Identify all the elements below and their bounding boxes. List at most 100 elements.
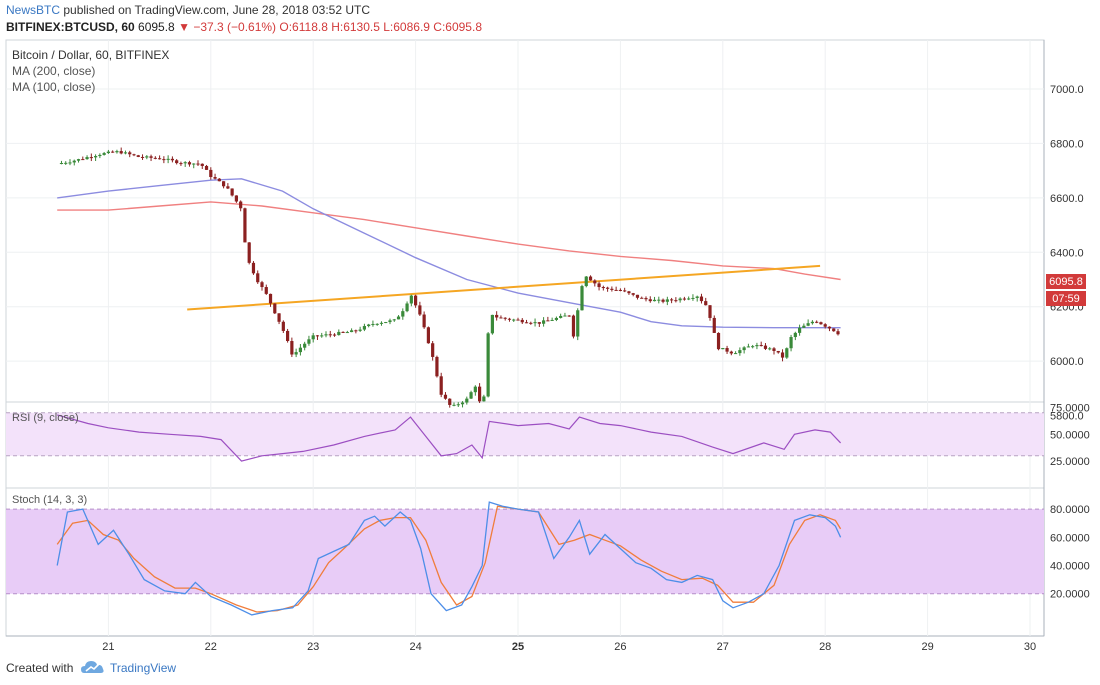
candle-body bbox=[162, 159, 166, 161]
price-pane[interactable] bbox=[5, 39, 1045, 403]
candle-body bbox=[559, 315, 563, 318]
candle-body bbox=[631, 293, 635, 295]
candle-body bbox=[465, 398, 469, 403]
candle-body bbox=[473, 386, 477, 393]
candle-body bbox=[507, 318, 512, 320]
symbol-label: BITFINEX:BTCUSD, 60 bbox=[6, 20, 135, 34]
candle-body bbox=[354, 330, 358, 332]
x-tick-label: 28 bbox=[819, 641, 831, 652]
candle-body bbox=[721, 348, 725, 350]
candle-body bbox=[665, 299, 669, 302]
candle-body bbox=[345, 332, 349, 334]
stoch-tick-label: 80.0000 bbox=[1050, 504, 1090, 516]
candle-body bbox=[132, 154, 136, 156]
candle-body bbox=[776, 350, 780, 353]
candle-body bbox=[273, 303, 277, 314]
stoch-band bbox=[6, 508, 1044, 595]
rsi-band-fill bbox=[6, 412, 1044, 456]
y-tick-label: 5800.0 bbox=[1050, 411, 1084, 423]
candle-body bbox=[832, 328, 836, 332]
candle-body bbox=[601, 287, 605, 289]
y-tick-label: 6000.0 bbox=[1050, 356, 1084, 368]
candle-body bbox=[204, 165, 209, 170]
candle-body bbox=[72, 160, 76, 163]
trendline bbox=[187, 264, 821, 311]
chart-area[interactable]: 7000.06800.06600.06400.06200.06000.05800… bbox=[0, 38, 1100, 652]
candle-body bbox=[298, 347, 302, 353]
candle-body bbox=[81, 159, 85, 161]
candle-body bbox=[542, 320, 546, 324]
candle-body bbox=[371, 323, 375, 325]
candle-body bbox=[294, 352, 298, 355]
last-price-tag bbox=[1046, 274, 1086, 289]
candle-body bbox=[422, 314, 426, 328]
candle-body bbox=[674, 300, 678, 302]
candle-body bbox=[367, 324, 371, 327]
candle-body bbox=[183, 162, 187, 164]
candle-body bbox=[418, 305, 422, 315]
candle-body bbox=[196, 163, 200, 165]
candle-body bbox=[388, 320, 392, 323]
last-price: 6095.8 bbox=[138, 20, 175, 34]
legend-ma100: MA (100, close) bbox=[12, 80, 95, 94]
candle-body bbox=[396, 316, 401, 320]
candle-body bbox=[563, 315, 567, 317]
x-axis-ticks: 21 22 23 24 25 26 27 28 29 30 bbox=[102, 641, 1036, 652]
candle-body bbox=[59, 163, 64, 165]
candle-body bbox=[260, 282, 264, 288]
candle-body bbox=[281, 321, 285, 331]
candle-body bbox=[469, 392, 473, 399]
candle-body bbox=[610, 288, 614, 290]
stoch-k-line bbox=[56, 501, 842, 616]
candle-body bbox=[751, 346, 755, 348]
tradingview-cloud-icon[interactable] bbox=[80, 658, 106, 678]
x-tick-label: 23 bbox=[307, 641, 319, 652]
candle-body bbox=[264, 287, 268, 294]
candle-body bbox=[384, 322, 388, 324]
candle-body bbox=[618, 289, 622, 291]
tradingview-link[interactable]: TradingView bbox=[110, 661, 177, 675]
publisher-name[interactable]: NewsBTC bbox=[6, 3, 61, 17]
candle-body bbox=[200, 163, 204, 166]
candle-body bbox=[763, 345, 768, 349]
candle-body bbox=[768, 348, 772, 350]
candle-body bbox=[311, 335, 315, 340]
candle-body bbox=[89, 157, 93, 159]
candle-body bbox=[742, 347, 746, 351]
created-with-text: Created with bbox=[6, 661, 74, 675]
candle-body bbox=[332, 334, 337, 336]
candle-body bbox=[827, 326, 832, 329]
candle-body bbox=[439, 376, 443, 395]
candle-body bbox=[213, 177, 217, 179]
candle-body bbox=[452, 404, 456, 406]
candle-body bbox=[478, 386, 482, 402]
candle-body bbox=[704, 301, 708, 306]
candle-body bbox=[482, 396, 486, 402]
candle-body bbox=[571, 315, 576, 337]
last-price-tag-text: 6095.8 bbox=[1049, 276, 1083, 288]
candle-body bbox=[341, 331, 345, 333]
candle-body bbox=[644, 298, 648, 300]
candle-body bbox=[708, 305, 712, 318]
candle-body bbox=[320, 335, 324, 337]
candle-body bbox=[153, 157, 157, 159]
symbol-line: BITFINEX:BTCUSD, 60 6095.8 ▼ −37.3 (−0.6… bbox=[6, 20, 482, 34]
candle-body bbox=[699, 296, 704, 302]
candle-body bbox=[401, 311, 405, 317]
candle-body bbox=[277, 313, 281, 322]
candle-body bbox=[128, 152, 132, 155]
price-scale[interactable] bbox=[1044, 40, 1100, 636]
candle-body bbox=[307, 339, 311, 344]
candle-body bbox=[405, 303, 409, 312]
candle-body bbox=[98, 154, 102, 157]
x-tick-label: 26 bbox=[614, 641, 626, 652]
candle-body bbox=[68, 162, 72, 164]
candle-body bbox=[243, 208, 247, 243]
candle-body bbox=[533, 322, 537, 324]
x-tick-label: 30 bbox=[1024, 641, 1036, 652]
candle-body bbox=[217, 178, 221, 182]
y-tick-label: 6400.0 bbox=[1050, 247, 1084, 259]
candle-body bbox=[256, 273, 260, 283]
candle-body bbox=[123, 152, 128, 154]
candle-body bbox=[119, 151, 123, 154]
